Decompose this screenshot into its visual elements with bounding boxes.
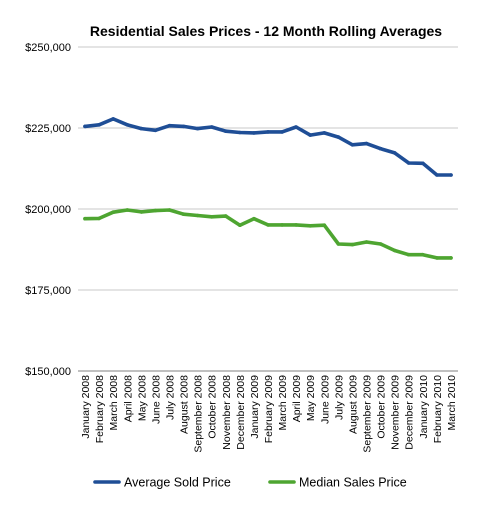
data-point [336, 135, 341, 139]
data-point [139, 210, 144, 214]
data-point [392, 248, 397, 253]
data-point [449, 173, 453, 177]
y-tick-label: $150,000 [25, 366, 71, 378]
data-point [209, 215, 214, 219]
legend-label: Average Sold Price [124, 476, 231, 490]
data-point [209, 125, 214, 129]
data-point [435, 256, 439, 260]
x-tick-label: January 2009 [249, 375, 261, 439]
chart-title: Residential Sales Prices - 12 Month Roll… [90, 23, 442, 39]
data-point [97, 216, 101, 221]
legend: Average Sold Price Median Sales Price [93, 476, 407, 490]
data-point [195, 126, 200, 131]
data-point [252, 131, 256, 135]
data-point [421, 161, 425, 166]
data-point [364, 240, 369, 244]
data-point [350, 143, 355, 147]
data-point [421, 252, 425, 257]
y-tick-label: $250,000 [25, 42, 71, 54]
data-point [167, 123, 172, 128]
data-point [308, 133, 313, 137]
data-point [167, 208, 172, 212]
data-point [392, 151, 397, 155]
data-point [364, 141, 369, 146]
x-tick-label: November 2009 [390, 375, 402, 450]
data-point [238, 130, 242, 135]
data-point [336, 242, 341, 246]
x-axis-tick-labels: January 2008 February 2008 March 2008 April… [80, 375, 458, 453]
x-tick-label: March 2008 [108, 375, 120, 431]
data-point [280, 130, 284, 134]
x-tick-label: February 2010 [432, 375, 444, 443]
series-line-average-sold-price [83, 117, 453, 177]
data-point [294, 223, 298, 227]
y-tick-label: $225,000 [25, 123, 71, 135]
data-point [435, 173, 439, 177]
series-lines [83, 117, 453, 260]
data-point [139, 126, 144, 131]
data-point [322, 223, 327, 227]
data-point [153, 128, 158, 133]
data-point [406, 252, 411, 257]
data-point [449, 256, 453, 260]
data-point [252, 216, 256, 221]
data-point [322, 131, 327, 135]
x-tick-label: April 2009 [291, 375, 303, 422]
x-tick-label: July 2009 [333, 375, 345, 420]
x-tick-label: September 2008 [193, 375, 205, 453]
data-point [238, 223, 242, 227]
data-point [266, 223, 270, 227]
data-point [83, 216, 87, 221]
data-point [181, 212, 186, 216]
x-tick-label: February 2009 [263, 375, 275, 443]
data-point [224, 129, 228, 133]
x-tick-label: February 2008 [94, 375, 106, 443]
data-point [153, 208, 158, 213]
gridlines [78, 46, 458, 372]
x-tick-label: October 2008 [207, 375, 219, 439]
y-tick-label: $200,000 [25, 204, 71, 216]
data-point [224, 214, 228, 218]
data-point [406, 161, 411, 165]
x-tick-label: May 2008 [136, 375, 148, 421]
data-point [294, 125, 298, 129]
x-tick-label: September 2009 [362, 375, 374, 453]
x-tick-label: March 2009 [277, 375, 289, 431]
x-tick-label: August 2008 [179, 375, 191, 434]
x-tick-label: June 2009 [319, 375, 331, 424]
x-tick-label: May 2009 [305, 375, 317, 421]
data-point [111, 210, 115, 214]
data-point [111, 117, 115, 121]
data-point [266, 130, 270, 134]
data-point [181, 124, 186, 129]
data-point [125, 123, 130, 127]
data-point [280, 223, 284, 227]
legend-label: Median Sales Price [299, 476, 407, 490]
data-point [308, 224, 313, 228]
x-tick-label: August 2009 [347, 375, 359, 434]
x-tick-label: March 2010 [446, 375, 458, 431]
x-tick-label: November 2008 [221, 375, 233, 450]
x-tick-label: January 2010 [418, 375, 430, 439]
data-point [125, 208, 130, 212]
y-tick-label: $175,000 [25, 285, 71, 297]
data-point [195, 213, 200, 218]
x-tick-label: June 2008 [150, 375, 162, 424]
data-point [97, 123, 101, 127]
y-axis-tick-labels: $150,000 $175,000 $200,000 $225,000 $250,000 [25, 42, 71, 378]
x-tick-label: April 2008 [122, 375, 134, 422]
x-tick-label: October 2009 [376, 375, 388, 439]
x-tick-label: December 2009 [404, 375, 416, 450]
data-point [378, 146, 383, 151]
data-point [378, 242, 383, 246]
x-tick-label: December 2008 [235, 375, 247, 450]
x-tick-label: July 2008 [164, 375, 176, 420]
data-point [350, 242, 355, 247]
x-tick-label: January 2008 [80, 375, 92, 439]
data-point [83, 124, 87, 129]
